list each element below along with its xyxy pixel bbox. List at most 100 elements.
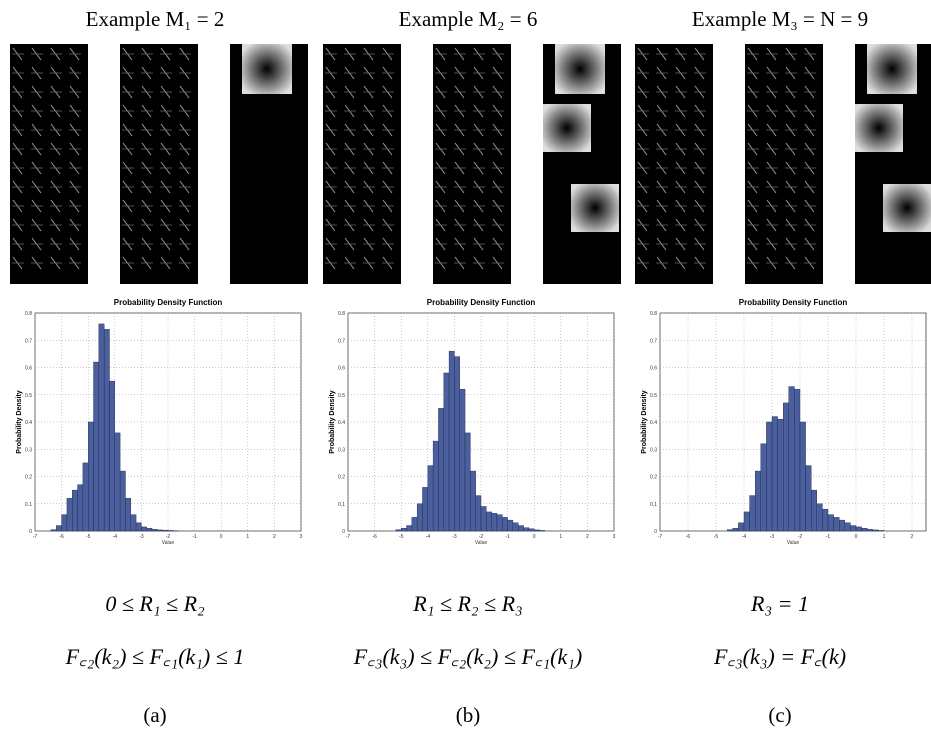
part-window xyxy=(855,104,903,152)
x-tick-label: -7 xyxy=(346,534,351,540)
bar xyxy=(135,522,142,532)
bar xyxy=(66,498,73,532)
x-tick-label: -5 xyxy=(714,534,719,540)
panel-caption: (c) xyxy=(768,703,791,727)
chart-title: Probability Density Function xyxy=(739,298,848,307)
bar xyxy=(427,465,434,532)
bar xyxy=(743,511,750,532)
bar xyxy=(77,484,84,532)
x-tick-label: -4 xyxy=(426,534,431,540)
bar xyxy=(727,529,734,532)
bar xyxy=(130,514,137,532)
bar xyxy=(470,470,476,532)
part-window xyxy=(571,184,619,232)
bar xyxy=(738,522,745,532)
bar xyxy=(788,386,795,532)
feature-image xyxy=(120,44,198,284)
bar xyxy=(480,506,487,532)
y-tick-label: 0.7 xyxy=(650,338,657,344)
chart-title: Probability Density Function xyxy=(427,298,536,307)
bar xyxy=(732,528,739,532)
bar xyxy=(833,517,840,532)
bar xyxy=(822,509,829,532)
bar xyxy=(867,529,874,532)
x-tick-label: -1 xyxy=(505,534,510,540)
equation: F꜀₃(k₃) ≤ F꜀₂(k₂) ≤ F꜀₁(k₁) xyxy=(353,644,582,669)
feature-image xyxy=(635,44,713,284)
bar xyxy=(811,489,818,532)
x-axis-label: Value xyxy=(475,540,488,546)
bar xyxy=(416,503,423,532)
y-tick-label: 0.8 xyxy=(25,311,32,317)
y-tick-label: 0.3 xyxy=(650,447,657,453)
y-tick-label: 0.1 xyxy=(338,502,345,508)
x-tick-label: 2 xyxy=(911,534,914,540)
bar xyxy=(406,525,413,532)
feature-image xyxy=(745,44,823,284)
y-tick-label: 0.3 xyxy=(25,447,32,453)
panel-caption: (b) xyxy=(456,703,481,727)
x-tick-label: -4 xyxy=(113,534,118,540)
y-tick-label: 0.1 xyxy=(25,502,32,508)
bar xyxy=(61,514,68,532)
bar xyxy=(146,528,153,532)
x-tick-label: 0 xyxy=(855,534,858,540)
y-tick-label: 0.2 xyxy=(338,475,345,481)
bar xyxy=(422,487,429,532)
bar xyxy=(459,389,466,532)
bar xyxy=(50,529,57,532)
y-axis-label: Probability Density xyxy=(329,390,336,454)
bar xyxy=(528,528,535,532)
y-tick-label: 0.3 xyxy=(338,447,345,453)
bar xyxy=(125,498,131,532)
bar xyxy=(432,440,439,532)
y-axis-label: Probability Density xyxy=(16,390,23,454)
bar xyxy=(805,465,812,532)
bar xyxy=(512,522,519,532)
bar xyxy=(114,432,121,532)
x-axis-label: Value xyxy=(162,540,175,546)
bar xyxy=(755,470,762,532)
bar xyxy=(162,529,169,532)
bar xyxy=(496,514,503,532)
bar xyxy=(855,526,862,532)
y-tick-label: 0.7 xyxy=(338,338,345,344)
bar xyxy=(93,361,100,532)
feature-image xyxy=(323,44,401,284)
y-tick-label: 0.6 xyxy=(25,366,32,372)
bar xyxy=(119,470,126,532)
panel-caption: (a) xyxy=(143,703,166,727)
bar xyxy=(816,503,823,532)
bar xyxy=(448,350,455,532)
bar xyxy=(878,530,885,532)
equation: R₃ = 1 xyxy=(750,591,809,616)
x-tick-label: 2 xyxy=(273,534,276,540)
x-tick-label: -3 xyxy=(452,534,457,540)
panel-heading: Example M₁ = 2 xyxy=(86,7,225,31)
y-tick-label: 0.5 xyxy=(338,393,345,399)
y-axis-label: Probability Density xyxy=(641,390,648,454)
bar xyxy=(141,526,147,532)
bar xyxy=(518,525,524,532)
x-tick-label: -4 xyxy=(742,534,747,540)
bar xyxy=(98,323,105,532)
y-tick-label: 0 xyxy=(342,529,345,535)
x-tick-label: 1 xyxy=(883,534,886,540)
bar xyxy=(464,432,471,532)
x-tick-label: -6 xyxy=(686,534,691,540)
x-tick-label: 2 xyxy=(586,534,589,540)
equation: F꜀₃(k₃) = F꜀(k) xyxy=(713,644,846,669)
bar xyxy=(401,528,407,532)
bar xyxy=(794,389,801,532)
bar xyxy=(491,513,498,532)
bar xyxy=(844,522,851,532)
bar xyxy=(799,421,806,532)
bar xyxy=(850,525,857,532)
bar xyxy=(454,356,460,532)
x-tick-label: -1 xyxy=(192,534,197,540)
x-tick-label: 3 xyxy=(300,534,303,540)
bar xyxy=(771,416,778,532)
x-tick-label: -2 xyxy=(479,534,484,540)
bar xyxy=(502,517,508,532)
